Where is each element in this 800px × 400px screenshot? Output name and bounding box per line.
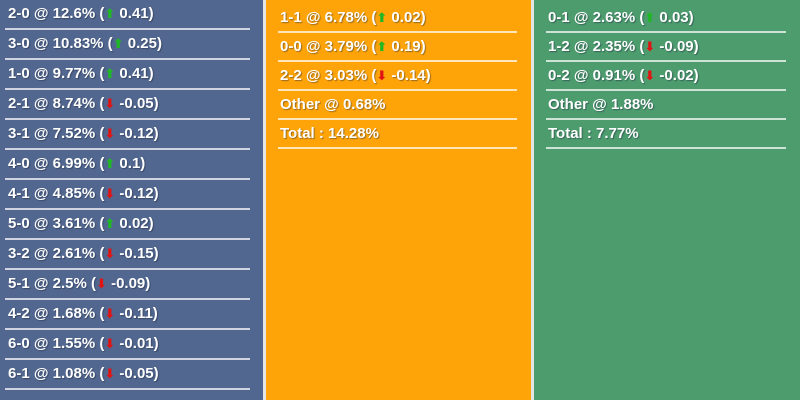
draw-total-row: Total : 14.28%	[278, 120, 517, 149]
home-win-score-row: 1-0 @ 9.77% (⬆ 0.41)	[5, 60, 250, 90]
away-win-scores-panel: 0-1 @ 2.63% (⬆ 0.03) 1-2 @ 2.35% (⬇ -0.09…	[534, 0, 800, 400]
score-probability-text: 0-1 @ 2.63%	[548, 9, 636, 26]
home-win-score-row: 2-0 @ 12.6% (⬆ 0.41)	[5, 0, 250, 30]
trend-up-icon: ⬆	[104, 6, 116, 21]
score-probability-text: 3-2 @ 2.61%	[8, 245, 96, 262]
home-win-score-row: 3-0 @ 10.83% (⬆ 0.25)	[5, 30, 250, 60]
trend-down-icon: ⬇	[104, 366, 116, 381]
trend-up-icon: ⬆	[376, 10, 388, 25]
score-probability-text: 0-0 @ 3.79%	[280, 38, 368, 55]
home-win-score-row: 3-1 @ 7.52% (⬇ -0.12)	[5, 120, 250, 150]
home-win-score-row: 3-2 @ 2.61% (⬇ -0.15)	[5, 240, 250, 270]
trend-down-icon: ⬇	[104, 186, 116, 201]
trend-down-icon: ⬇	[96, 276, 107, 291]
trend-down-icon: ⬇	[104, 246, 116, 261]
score-probability-text: 6-1 @ 1.08%	[8, 365, 96, 382]
draw-score-row: 0-0 @ 3.79% (⬆ 0.19)	[278, 33, 517, 62]
score-probability-text: Other @ 0.68%	[280, 96, 386, 113]
home-win-scores-panel: 2-0 @ 12.6% (⬆ 0.41) 3-0 @ 10.83% (⬆ 0.25…	[0, 0, 263, 400]
score-probability-text: 2-2 @ 3.03%	[280, 67, 368, 84]
score-probability-text: 6-0 @ 1.55%	[8, 335, 96, 352]
trend-up-icon: ⬆	[104, 156, 116, 171]
home-win-score-row: 5-1 @ 2.5% (⬇ -0.09)	[5, 270, 250, 300]
trend-down-icon: ⬇	[376, 68, 388, 83]
trend-down-icon: ⬇	[104, 96, 116, 111]
trend-up-icon: ⬆	[644, 10, 656, 25]
away-win-score-row: Other @ 1.88%	[546, 91, 786, 120]
away-win-score-row: 0-2 @ 0.91% (⬇ -0.02)	[546, 62, 786, 91]
trend-down-icon: ⬇	[644, 39, 656, 54]
away-win-score-row: 0-1 @ 2.63% (⬆ 0.03)	[546, 4, 786, 33]
trend-up-icon: ⬆	[376, 39, 388, 54]
score-probability-text: Other @ 1.88%	[548, 96, 654, 113]
score-probability-text: 4-2 @ 1.68%	[8, 305, 96, 322]
score-probability-text: 2-0 @ 12.6%	[8, 5, 96, 22]
score-probability-text: 3-1 @ 7.52%	[8, 125, 96, 142]
score-probability-text: 5-1 @ 2.5%	[8, 275, 87, 292]
away-win-total-row: Total : 7.77%	[546, 120, 786, 149]
trend-up-icon: ⬆	[112, 36, 124, 51]
trend-down-icon: ⬇	[104, 306, 116, 321]
home-win-score-row: 5-0 @ 3.61% (⬆ 0.02)	[5, 210, 250, 240]
trend-up-icon: ⬆	[104, 216, 116, 231]
draw-scores-panel: 1-1 @ 6.78% (⬆ 0.02) 0-0 @ 3.79% (⬆ 0.19)…	[263, 0, 534, 400]
score-probability-text: 2-1 @ 8.74%	[8, 95, 96, 112]
trend-up-icon: ⬆	[104, 66, 116, 81]
trend-down-icon: ⬇	[104, 126, 116, 141]
trend-down-icon: ⬇	[644, 68, 656, 83]
score-probability-text: 1-1 @ 6.78%	[280, 9, 368, 26]
draw-score-row: Other @ 0.68%	[278, 91, 517, 120]
score-probability-text: 0-2 @ 0.91%	[548, 67, 636, 84]
draw-score-row: 1-1 @ 6.78% (⬆ 0.02)	[278, 4, 517, 33]
score-probability-text: 1-0 @ 9.77%	[8, 65, 96, 82]
home-win-score-row: 6-0 @ 1.55% (⬇ -0.01)	[5, 330, 250, 360]
score-probability-text: 5-0 @ 3.61%	[8, 215, 96, 232]
home-win-score-row: 6-1 @ 1.08% (⬇ -0.05)	[5, 360, 250, 390]
home-win-score-row: 4-1 @ 4.85% (⬇ -0.12)	[5, 180, 250, 210]
home-win-score-row: 4-0 @ 6.99% (⬆ 0.1)	[5, 150, 250, 180]
score-probability-text: 4-1 @ 4.85%	[8, 185, 96, 202]
away-win-score-row: 1-2 @ 2.35% (⬇ -0.09)	[546, 33, 786, 62]
home-win-score-row: 4-2 @ 1.68% (⬇ -0.11)	[5, 300, 250, 330]
score-probability-text: 3-0 @ 10.83%	[8, 35, 104, 52]
score-probability-text: 4-0 @ 6.99%	[8, 155, 96, 172]
home-win-score-row: 2-1 @ 8.74% (⬇ -0.05)	[5, 90, 250, 120]
trend-down-icon: ⬇	[104, 336, 116, 351]
score-probability-text: 1-2 @ 2.35%	[548, 38, 636, 55]
draw-score-row: 2-2 @ 3.03% (⬇ -0.14)	[278, 62, 517, 91]
